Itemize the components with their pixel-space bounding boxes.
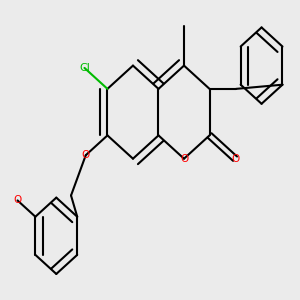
Text: O: O (231, 154, 239, 164)
Text: O: O (82, 150, 90, 160)
Text: O: O (180, 154, 188, 164)
Text: O: O (14, 195, 22, 206)
Text: Cl: Cl (79, 63, 90, 73)
